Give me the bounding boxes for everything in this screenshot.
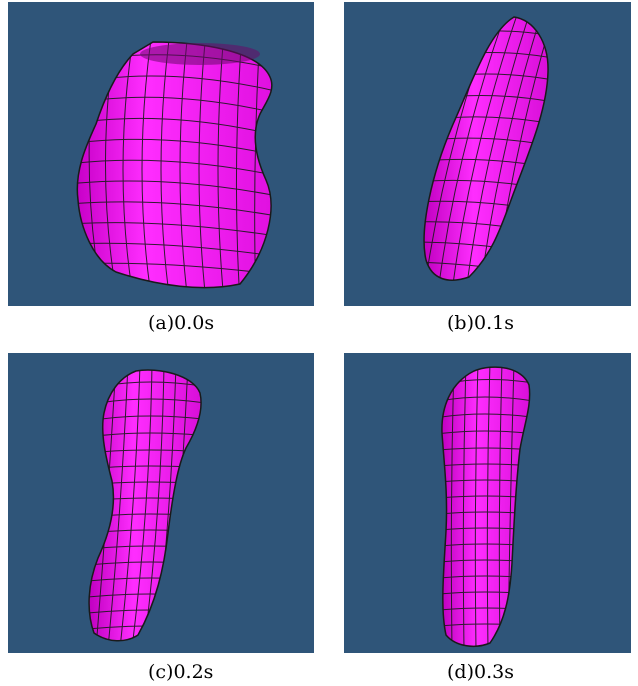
caption-b: (b)0.1s xyxy=(447,312,514,334)
mesh-shape-c xyxy=(88,369,202,642)
mesh-shape-d xyxy=(441,366,531,648)
panel-b-image xyxy=(344,2,631,306)
mesh-shape-b xyxy=(423,16,549,281)
panel-c-image xyxy=(8,353,314,653)
caption-a: (a)0.0s xyxy=(148,312,215,334)
caption-d: (d)0.3s xyxy=(447,661,514,683)
panel-d-image xyxy=(344,353,631,653)
caption-c: (c)0.2s xyxy=(148,661,214,683)
panel-a-image xyxy=(8,2,314,306)
mesh-shape-a xyxy=(76,41,273,289)
